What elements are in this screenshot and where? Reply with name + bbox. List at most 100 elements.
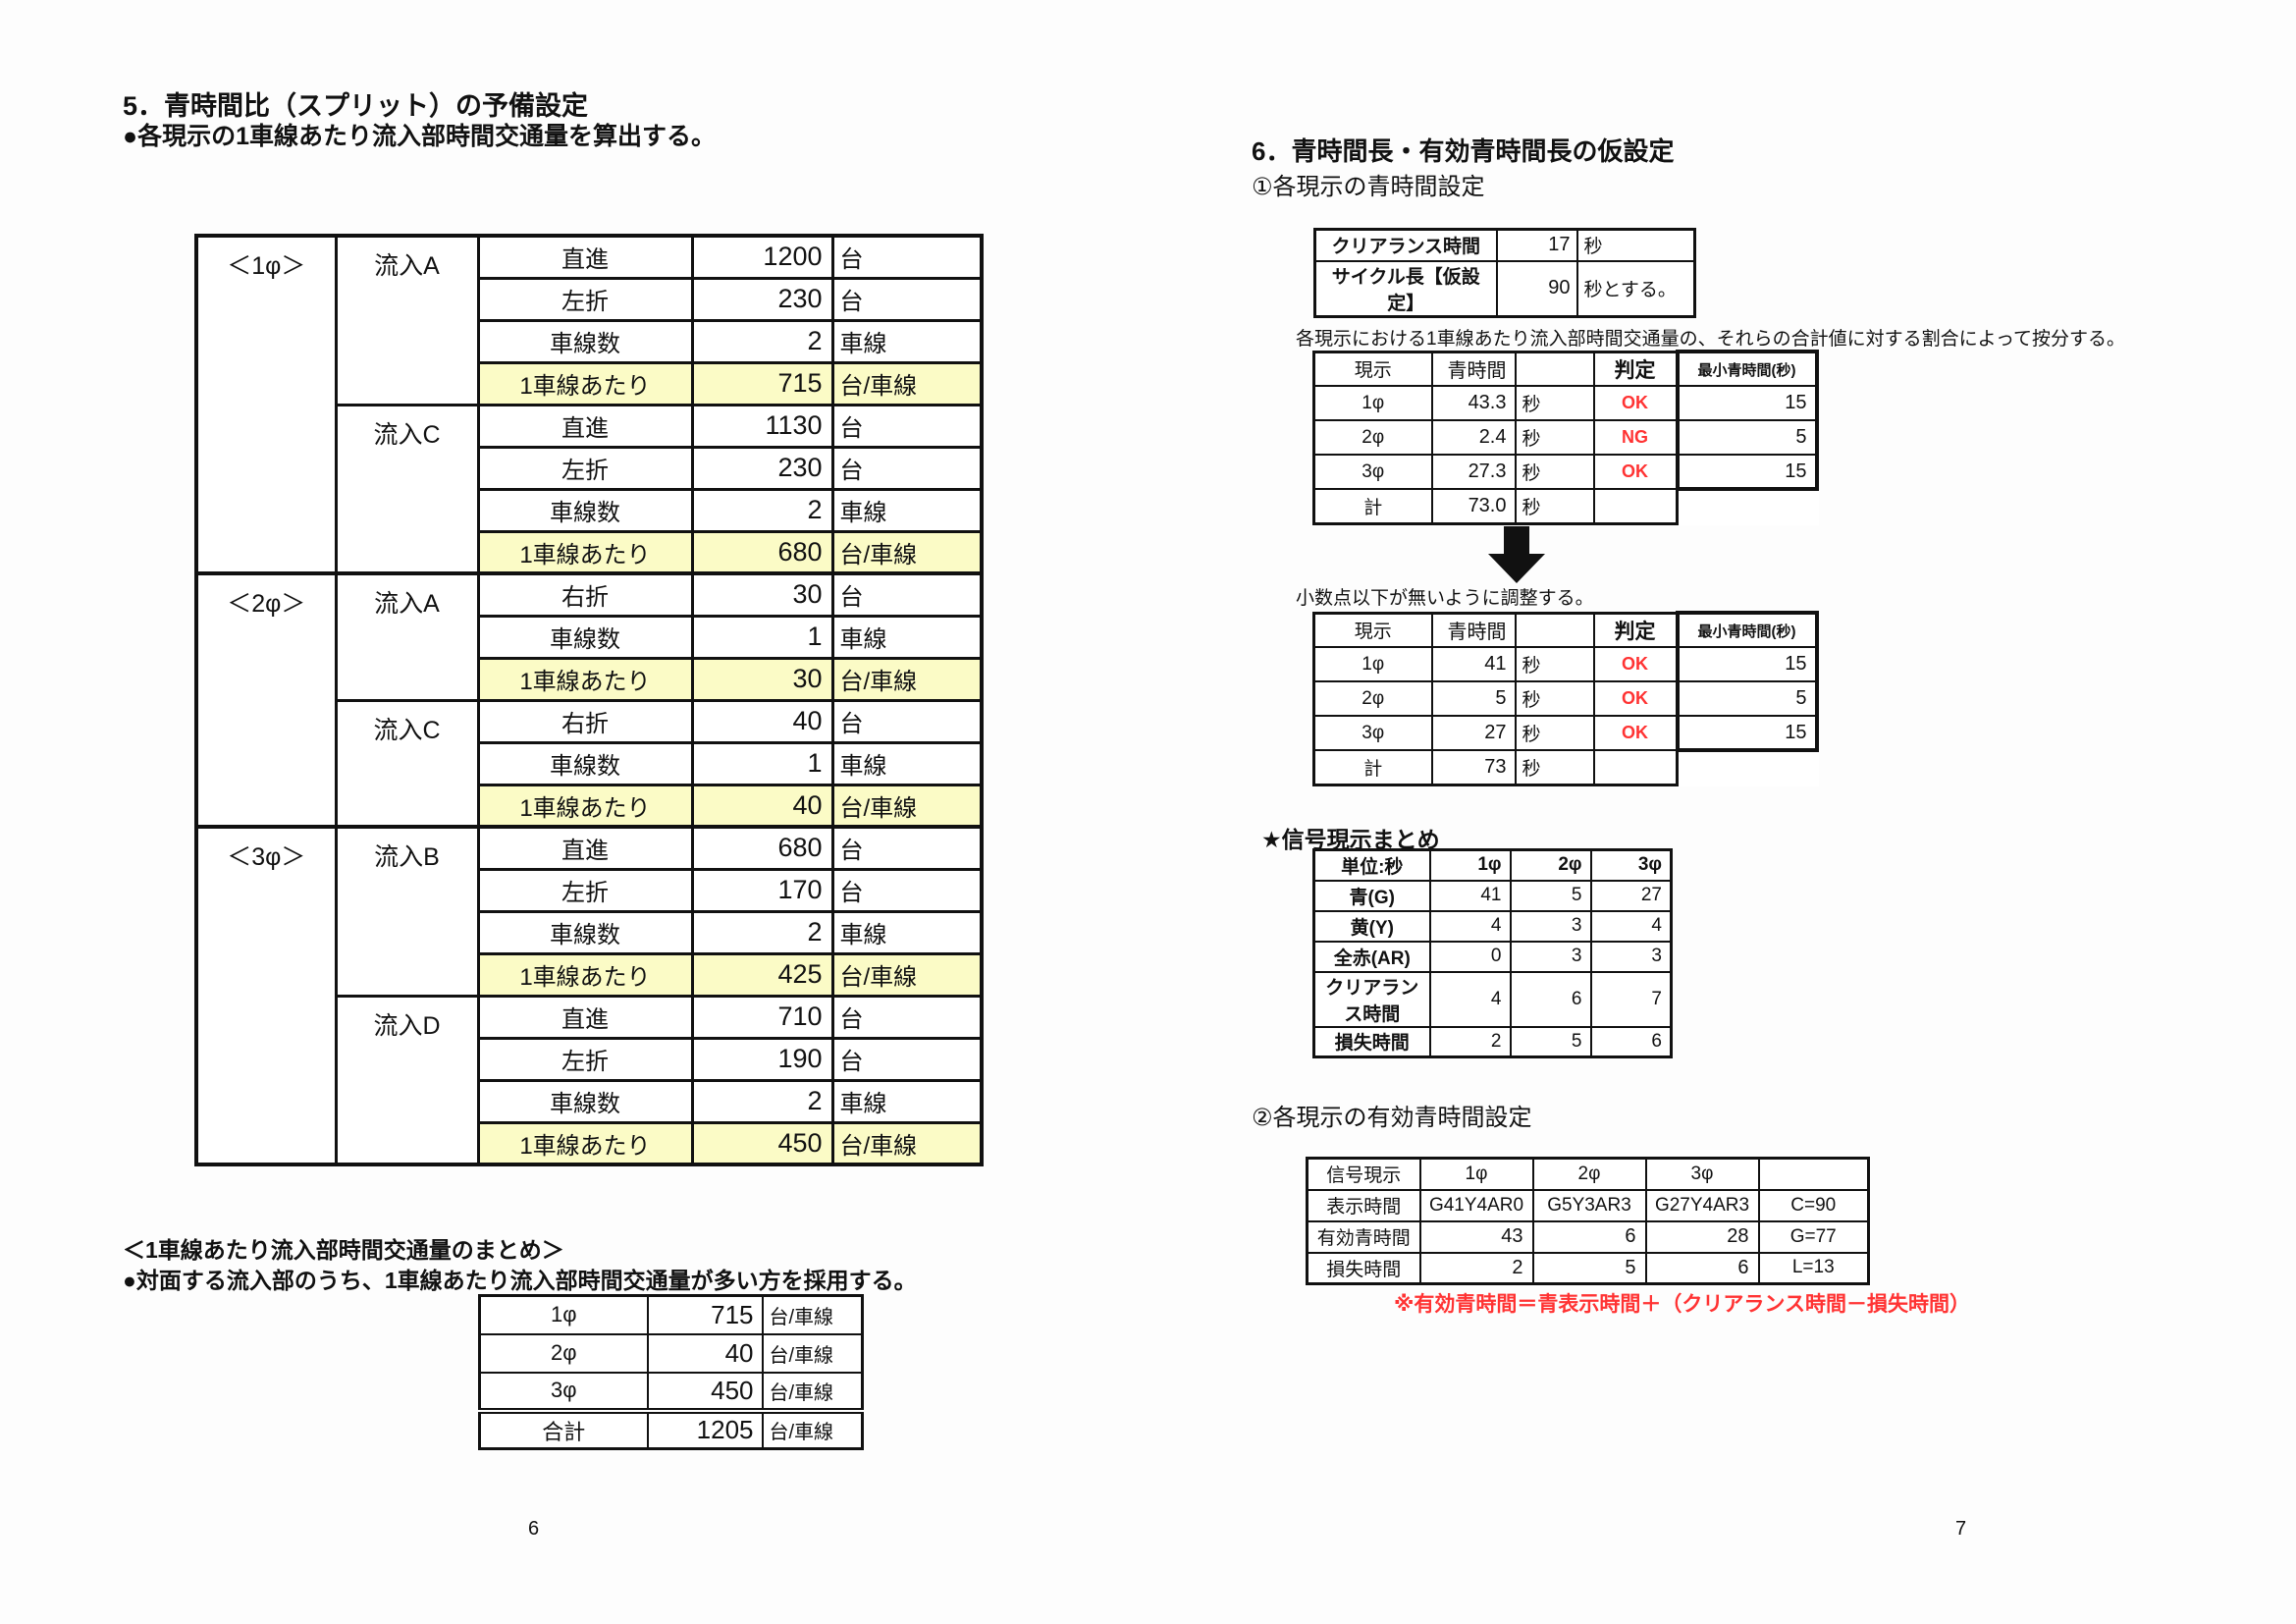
data-cell: 3 [1509, 909, 1592, 943]
unit-cell: 台 [830, 994, 984, 1040]
value-cell: 450 [690, 1120, 834, 1166]
phase-cell: 3φ [478, 1371, 649, 1412]
total-cell [1592, 488, 1679, 525]
judge-cell: OK [1592, 646, 1679, 682]
header-cell: 最小青時間(秒) [1675, 611, 1819, 648]
value-cell: 1 [690, 740, 834, 786]
data-cell: L=13 [1757, 1251, 1870, 1285]
right-section-title: 6．青時間長・有効青時間長の仮設定 [1252, 136, 1675, 166]
unit-cell: 台/車線 [830, 951, 984, 998]
row-label-cell: 左折 [476, 276, 694, 322]
data-cell: G41Y4AR0 [1418, 1188, 1534, 1222]
data-cell: 5 [1675, 419, 1819, 456]
left-section-title: 5．青時間比（スプリット）の予備設定 [123, 91, 589, 121]
value-cell: 40 [646, 1332, 764, 1374]
value-cell: 1205 [646, 1407, 764, 1450]
header-cell: 現示 [1312, 350, 1433, 387]
value-cell: 30 [690, 571, 834, 618]
unit-cell: 秒とする。 [1575, 259, 1696, 317]
row-label-cell: 1車線あたり [476, 656, 694, 702]
row-label-cell: 直進 [476, 234, 694, 280]
data-cell: 5 [1430, 680, 1517, 717]
header-cell: 最小青時間(秒) [1675, 350, 1819, 387]
left-section-note: ●各現示の1車線あたり流入部時間交通量を算出する。 [123, 123, 717, 150]
value-cell: 1200 [690, 234, 834, 280]
data-cell: 15 [1675, 385, 1819, 421]
down-arrow-stem [1504, 526, 1529, 554]
header-cell: 判定 [1592, 350, 1679, 387]
data-cell: 41 [1430, 646, 1517, 682]
header-cell: 信号現示 [1306, 1157, 1421, 1191]
header-cell: 3φ [1644, 1157, 1760, 1191]
phase-cell: 2φ [478, 1332, 649, 1374]
subsection1-heading: ①各現示の青時間設定 [1252, 174, 1485, 200]
inflow-cell: 流入C [334, 698, 480, 829]
down-arrow-icon [1488, 526, 1545, 583]
subsection2-heading: ②各現示の有効青時間設定 [1252, 1105, 1532, 1131]
row-label-cell: 車線数 [476, 740, 694, 786]
data-cell: 0 [1428, 940, 1512, 973]
value-cell: 90 [1495, 259, 1578, 317]
header-cell: 3φ [1589, 848, 1673, 882]
unit-cell: 台/車線 [761, 1332, 864, 1374]
total-cell: 秒 [1514, 749, 1595, 786]
unit-cell: 台 [830, 403, 984, 449]
value-cell: 680 [690, 529, 834, 575]
unit-cell: 台/車線 [830, 656, 984, 702]
value-cell: 425 [690, 951, 834, 998]
data-cell: G27Y4AR3 [1644, 1188, 1760, 1222]
row-label-cell: 車線数 [476, 614, 694, 660]
formula-note: ※有効青時間＝青表示時間＋（クリアランス時間－損失時間） [1394, 1293, 1970, 1316]
row-label-cell: 損失時間 [1312, 1025, 1431, 1058]
data-cell: 2φ [1312, 680, 1433, 717]
unit-cell: 秒 [1575, 228, 1696, 262]
data-cell: 6 [1531, 1219, 1647, 1254]
value-cell: 40 [690, 698, 834, 744]
data-cell: 28 [1644, 1219, 1760, 1254]
phase-cell: ＜3φ＞ [194, 825, 338, 1166]
green-time-adjusted-table: 現示 青時間 判定 最小青時間(秒) 1φ 41 秒 OK 15 2φ 5 秒 OK 5 3φ 27 秒 OK 15… [1312, 611, 1819, 786]
unit-cell: 台 [830, 234, 984, 280]
data-cell: 6 [1644, 1251, 1760, 1285]
data-cell: 秒 [1514, 419, 1595, 456]
data-cell: 7 [1589, 970, 1673, 1028]
unit-cell: 車線 [830, 909, 984, 955]
total-cell: 秒 [1514, 488, 1595, 525]
row-label-cell: 直進 [476, 825, 694, 871]
row-label-cell: 有効青時間 [1306, 1219, 1421, 1254]
value-cell: 710 [690, 994, 834, 1040]
data-cell: 5 [1531, 1251, 1647, 1285]
value-cell: 2 [690, 318, 834, 364]
value-cell: 17 [1495, 228, 1578, 262]
data-cell: G=77 [1757, 1219, 1870, 1254]
signal-summary-table: 単位:秒 1φ 2φ 3φ 青(G) 41 5 27 黄(Y) 4 3 4 全赤(AR) 0 3 3 クリアラン… [1312, 848, 1673, 1058]
header-cell: 青時間 [1430, 611, 1517, 648]
unit-cell: 台 [830, 698, 984, 744]
signal-summary-heading: ★信号現示まとめ [1261, 827, 1440, 852]
data-cell: 秒 [1514, 715, 1595, 751]
data-cell: 43.3 [1430, 385, 1517, 421]
unit-cell: 台 [830, 1036, 984, 1082]
data-cell: 1φ [1312, 646, 1433, 682]
unit-cell: 台 [830, 867, 984, 913]
row-label-cell: 直進 [476, 403, 694, 449]
inflow-cell: 流入A [334, 234, 480, 406]
inflow-cell: 流入C [334, 403, 480, 575]
unit-cell: 台/車線 [830, 529, 984, 575]
data-cell: 6 [1509, 970, 1592, 1028]
data-cell: 1φ [1312, 385, 1433, 421]
total-cell [1592, 749, 1679, 786]
unit-cell: 台 [830, 571, 984, 618]
row-label-cell: 左折 [476, 1036, 694, 1082]
header-cell [1757, 1157, 1870, 1191]
data-cell: G5Y3AR3 [1531, 1188, 1647, 1222]
value-cell: 2 [690, 909, 834, 955]
total-cell: 計 [1312, 488, 1433, 525]
header-cell: 1φ [1428, 848, 1512, 882]
inflow-cell: 流入D [334, 994, 480, 1166]
header-cell [1514, 611, 1595, 648]
data-cell: 秒 [1514, 646, 1595, 682]
row-label-cell: 1車線あたり [476, 951, 694, 998]
judge-cell: OK [1592, 385, 1679, 421]
data-cell: 43 [1418, 1219, 1534, 1254]
